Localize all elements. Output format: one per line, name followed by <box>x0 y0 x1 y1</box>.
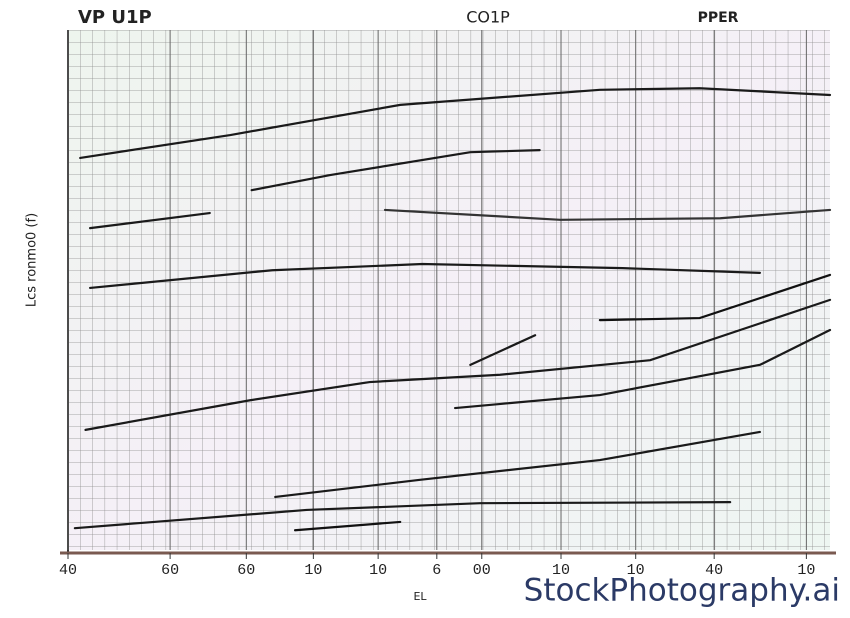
data-line <box>469 334 537 366</box>
data-line <box>274 430 761 499</box>
data-line <box>88 211 211 230</box>
chart-title: CO1P <box>466 8 510 27</box>
data-line <box>293 520 402 532</box>
fine-grid <box>68 30 830 550</box>
data-line <box>383 208 832 221</box>
annotation: PPER <box>698 10 739 26</box>
x-tick-label: 10 <box>552 562 570 579</box>
watermark: StockPhotography.ai <box>524 573 840 609</box>
x-tick-label: 10 <box>797 562 815 579</box>
data-line <box>453 328 832 410</box>
x-axis-label: EL <box>413 590 427 603</box>
x-tick-label: 10 <box>369 562 387 579</box>
data-line <box>79 87 832 160</box>
data-line <box>598 273 832 322</box>
data-line <box>88 262 761 290</box>
x-tick-label: 00 <box>473 562 491 579</box>
x-tick-label: 10 <box>627 562 645 579</box>
x-tick-label: 6 <box>432 562 441 579</box>
data-line <box>84 298 832 431</box>
data-line <box>73 501 732 530</box>
data-line <box>250 149 541 192</box>
y-axis-label: Lcs ronmo0 (f) <box>25 213 40 307</box>
x-tick-label: 60 <box>237 562 255 579</box>
annotation: VP U1P <box>78 7 152 28</box>
x-tick-label: 10 <box>304 562 322 579</box>
x-tick-label: 60 <box>161 562 179 579</box>
x-tick-label: 40 <box>59 562 77 579</box>
x-tick-label: 40 <box>705 562 723 579</box>
